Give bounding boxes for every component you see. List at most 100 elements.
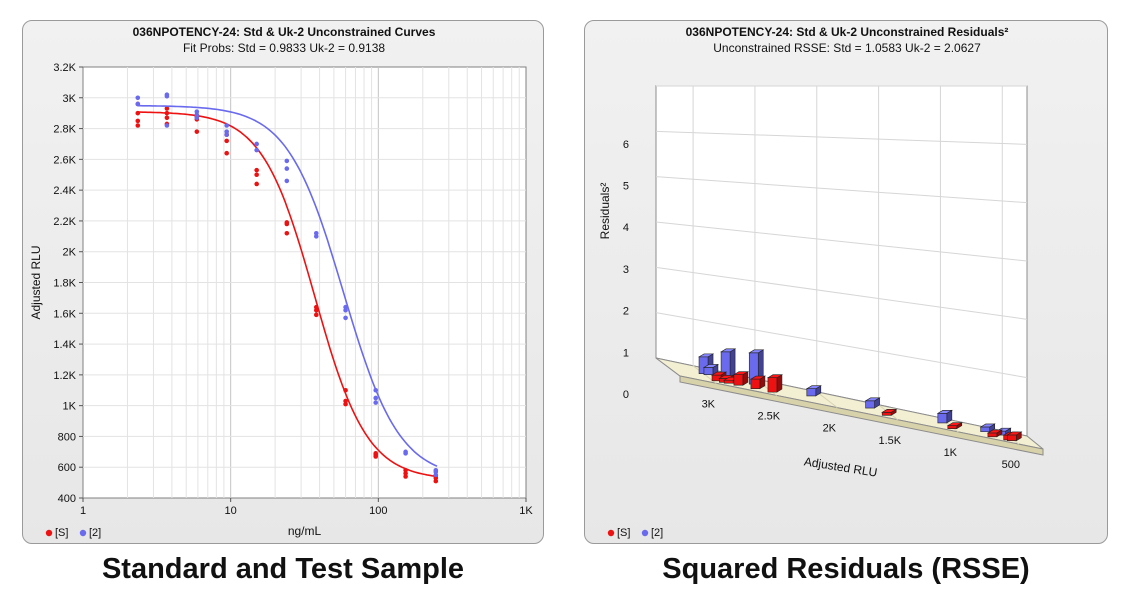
y-tick-label: 1.6K xyxy=(53,308,76,320)
y-tick-label: 5 xyxy=(623,180,629,192)
legend-marker xyxy=(607,529,615,537)
caption-standard-test: Standard and Test Sample xyxy=(101,553,465,585)
bar-front xyxy=(703,367,714,375)
data-point xyxy=(254,172,259,178)
data-point xyxy=(343,398,348,404)
residual-bar xyxy=(766,374,784,393)
data-point xyxy=(254,147,259,153)
chart-title: 036NPOTENCY-24: Std & Uk-2 Unconstrained… xyxy=(133,25,436,39)
data-point xyxy=(135,123,141,128)
legend: [S] [2] xyxy=(607,527,663,539)
data-point xyxy=(284,220,290,225)
data-point xyxy=(284,166,290,171)
residual-bar xyxy=(946,422,963,430)
data-point xyxy=(313,230,319,236)
data-point xyxy=(164,123,170,128)
y-tick-label: 1.4K xyxy=(53,339,76,351)
data-point xyxy=(373,400,379,405)
y-tick-label: 3 xyxy=(623,264,629,276)
caption-residuals: Squared Residuals (RSSE) xyxy=(662,553,1030,585)
bar-top xyxy=(710,371,728,376)
residual-bar xyxy=(864,397,881,409)
chart-subtitle: Fit Probs: Std = 0.9833 Uk-2 = 0.9138 xyxy=(183,41,385,55)
residual-bar xyxy=(749,375,766,390)
x-tick-label: 1 xyxy=(80,505,86,517)
data-point xyxy=(224,138,229,144)
floor-grid-line xyxy=(816,391,838,409)
bar-top xyxy=(864,397,881,402)
data-point xyxy=(284,158,290,164)
data-point xyxy=(403,449,408,455)
bar-top xyxy=(718,375,735,379)
bar-top xyxy=(805,385,822,389)
bar-front xyxy=(723,379,734,384)
bar-top xyxy=(1006,431,1023,436)
data-point xyxy=(373,387,379,393)
x-tick-label: 500 xyxy=(1002,459,1020,471)
data-point xyxy=(373,395,379,401)
data-point xyxy=(254,181,259,187)
bar-front xyxy=(937,413,948,424)
residual-bar xyxy=(986,429,1003,438)
floor-edge xyxy=(679,375,1044,456)
y-grid-line xyxy=(655,221,1028,262)
bar-front xyxy=(987,432,998,438)
residual-bar xyxy=(881,408,898,416)
data-point xyxy=(284,178,290,184)
y-axis-label: Residuals² xyxy=(598,183,612,240)
y-tick-label: 400 xyxy=(58,493,76,505)
y-tick-label: 800 xyxy=(58,431,76,443)
bar-top xyxy=(720,348,737,353)
data-point xyxy=(194,129,200,134)
residual-bar xyxy=(710,371,728,382)
data-point xyxy=(224,129,229,134)
data-point xyxy=(224,150,229,156)
data-point xyxy=(135,110,141,116)
x-tick-label: 3K xyxy=(702,398,716,410)
y-grid-line xyxy=(655,130,1028,145)
x-tick-label: 1K xyxy=(944,447,958,459)
bar-front xyxy=(806,388,817,397)
x-tick-label: 2K xyxy=(823,423,837,435)
bar-front xyxy=(980,426,991,433)
residual-bar xyxy=(805,385,822,397)
residual-bar xyxy=(936,409,953,424)
y-tick-label: 2 xyxy=(623,306,629,318)
y-tick-label: 3.2K xyxy=(53,62,76,74)
data-point xyxy=(164,92,170,98)
data-point xyxy=(313,304,319,310)
data-point xyxy=(313,312,319,318)
legend-label: [2] xyxy=(89,527,101,539)
data-point xyxy=(135,118,141,124)
bar-front xyxy=(767,377,778,393)
y-tick-label: 0 xyxy=(623,389,629,401)
y-tick-label: 3K xyxy=(63,93,77,105)
data-point xyxy=(433,467,439,473)
data-point xyxy=(135,95,141,101)
y-tick-label: 1.2K xyxy=(53,370,76,382)
residuals-3d-chart: 036NPOTENCY-24: Std & Uk-2 Unconstrained… xyxy=(598,25,1044,539)
bars-std xyxy=(710,371,1023,442)
legend-label: [S] xyxy=(55,527,68,539)
chart-subtitle: Unconstrained RSSE: Std = 1.0583 Uk-2 = … xyxy=(713,41,981,55)
points-uk2 xyxy=(135,92,439,478)
bar-top xyxy=(986,429,1003,434)
bar-side xyxy=(729,348,736,379)
chart-title: 036NPOTENCY-24: Std & Uk-2 Unconstrained… xyxy=(686,25,1009,39)
data-point xyxy=(343,315,348,321)
bar-top xyxy=(697,353,715,358)
residual-bar xyxy=(1006,431,1023,442)
data-point xyxy=(164,110,170,116)
legend-marker xyxy=(79,529,87,537)
y-tick-label: 600 xyxy=(58,462,76,474)
data-point xyxy=(254,141,259,147)
data-point xyxy=(343,304,348,310)
y-tick-label: 1 xyxy=(623,347,629,359)
legend-label: [2] xyxy=(651,527,663,539)
grid-lines xyxy=(655,85,1028,445)
data-point xyxy=(164,115,170,121)
data-point xyxy=(194,109,200,114)
legend-label: [S] xyxy=(617,527,630,539)
bar-front xyxy=(881,412,892,416)
legend-marker xyxy=(641,529,649,537)
